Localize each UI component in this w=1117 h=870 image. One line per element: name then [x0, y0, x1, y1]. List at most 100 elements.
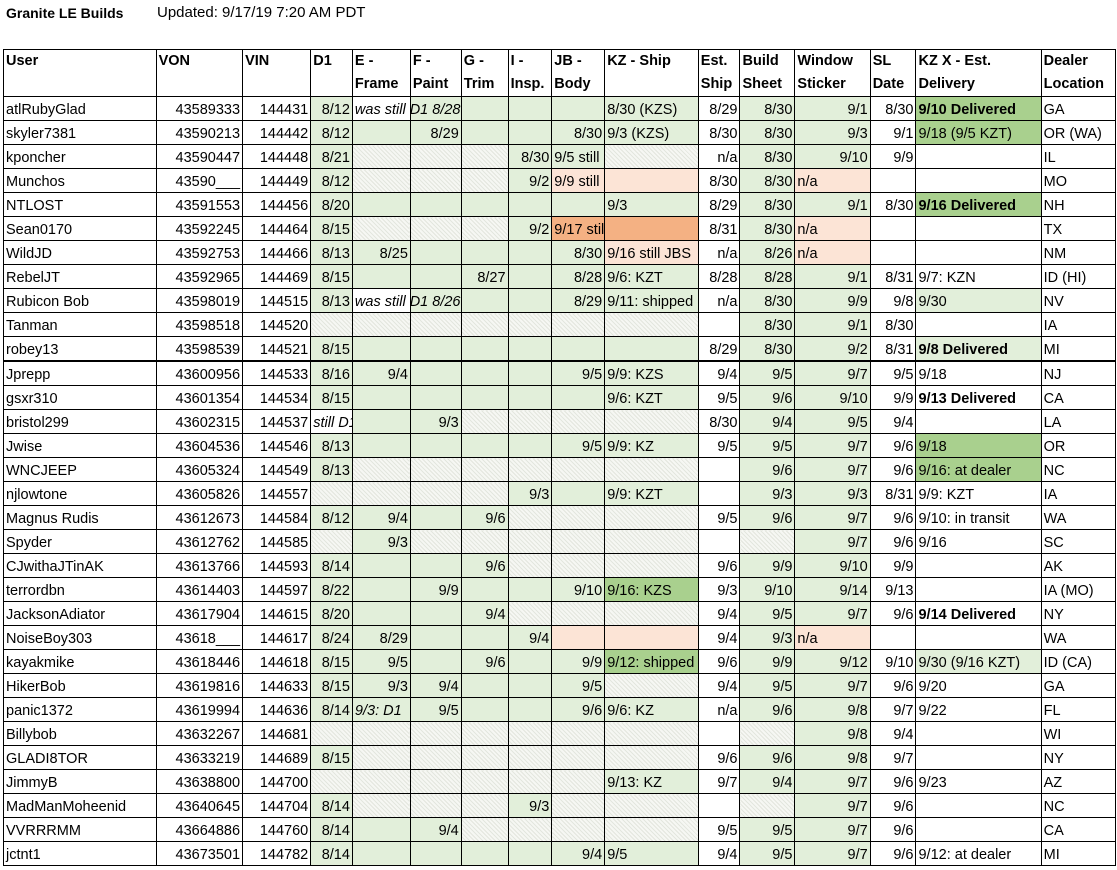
cell-sl[interactable]: [869, 625, 917, 650]
cell-insp[interactable]: [507, 264, 553, 289]
cell-vin[interactable]: 144593: [242, 553, 312, 578]
cell-sheet[interactable]: 9/5: [739, 841, 796, 866]
cell-sticker[interactable]: 9/5: [794, 409, 871, 434]
cell-loc[interactable]: IA: [1040, 312, 1117, 337]
cell-kzx[interactable]: 9/10: in transit: [915, 505, 1042, 530]
cell-sticker[interactable]: 9/9: [794, 288, 871, 313]
cell-est[interactable]: n/a: [697, 288, 741, 313]
cell-ship[interactable]: 9/13: KZ: [604, 769, 699, 794]
cell-d1[interactable]: 8/20: [310, 192, 353, 217]
cell-loc[interactable]: AZ: [1040, 769, 1117, 794]
cell-sheet[interactable]: 9/9: [739, 649, 796, 674]
cell-sheet[interactable]: 8/30: [739, 216, 796, 241]
cell-von[interactable]: 43592965: [155, 264, 244, 289]
cell-body[interactable]: [551, 625, 606, 650]
cell-sticker[interactable]: n/a: [794, 216, 871, 241]
cell-loc[interactable]: WA: [1040, 625, 1117, 650]
cell-frame[interactable]: 9/4: [351, 505, 411, 530]
cell-d1[interactable]: 8/15: [310, 745, 353, 770]
cell-sl[interactable]: 9/7: [869, 697, 917, 722]
column-header-vin[interactable]: VIN: [242, 49, 312, 97]
cell-frame[interactable]: [351, 385, 411, 410]
cell-est[interactable]: 9/5: [697, 817, 741, 842]
cell-ship[interactable]: 9/6: KZT: [604, 385, 699, 410]
cell-ship[interactable]: [604, 793, 699, 818]
cell-vin[interactable]: 144537: [242, 409, 312, 434]
cell-user[interactable]: gsxr310: [3, 385, 157, 410]
cell-insp[interactable]: [507, 192, 553, 217]
cell-sl[interactable]: 9/6: [869, 601, 917, 626]
cell-vin[interactable]: 144449: [242, 168, 312, 193]
cell-insp[interactable]: [507, 649, 553, 674]
cell-insp[interactable]: [507, 745, 553, 770]
cell-frame[interactable]: [351, 457, 411, 482]
cell-insp[interactable]: [507, 769, 553, 794]
cell-user[interactable]: MadManMoheenid: [3, 793, 157, 818]
cell-est[interactable]: [697, 481, 741, 506]
cell-vin[interactable]: 144689: [242, 745, 312, 770]
cell-sticker[interactable]: 9/10: [794, 144, 871, 169]
cell-sheet[interactable]: 9/3: [739, 625, 796, 650]
cell-von[interactable]: 43590___: [155, 168, 244, 193]
cell-vin[interactable]: 144549: [242, 457, 312, 482]
cell-ship[interactable]: [604, 168, 699, 193]
cell-sticker[interactable]: 9/7: [794, 529, 871, 554]
cell-sl[interactable]: 9/1: [869, 120, 917, 145]
cell-sl[interactable]: 9/9: [869, 385, 917, 410]
cell-d1[interactable]: 8/13: [310, 288, 353, 313]
cell-trim[interactable]: [460, 168, 509, 193]
cell-insp[interactable]: [507, 697, 553, 722]
cell-loc[interactable]: ID (HI): [1040, 264, 1117, 289]
cell-trim[interactable]: [460, 144, 509, 169]
cell-von[interactable]: 43638800: [155, 769, 244, 794]
cell-von[interactable]: 43673501: [155, 841, 244, 866]
cell-user[interactable]: NTLOST: [3, 192, 157, 217]
cell-user[interactable]: terrordbn: [3, 577, 157, 602]
cell-user[interactable]: CJwithaJTinAK: [3, 553, 157, 578]
cell-ship[interactable]: 9/5: [604, 841, 699, 866]
cell-insp[interactable]: [507, 577, 553, 602]
cell-user[interactable]: WNCJEEP: [3, 457, 157, 482]
column-header-body[interactable]: JB - Body: [551, 49, 606, 97]
cell-kzx[interactable]: [915, 409, 1042, 434]
cell-insp[interactable]: [507, 841, 553, 866]
cell-vin[interactable]: 144636: [242, 697, 312, 722]
cell-d1[interactable]: 8/14: [310, 793, 353, 818]
cell-loc[interactable]: ID (CA): [1040, 649, 1117, 674]
cell-vin[interactable]: 144431: [242, 96, 312, 121]
cell-kzx[interactable]: [915, 577, 1042, 602]
cell-paint[interactable]: [409, 144, 462, 169]
cell-user[interactable]: VVRRRMM: [3, 817, 157, 842]
cell-vin[interactable]: 144456: [242, 192, 312, 217]
cell-insp[interactable]: [507, 673, 553, 698]
cell-loc[interactable]: GA: [1040, 673, 1117, 698]
cell-user[interactable]: JimmyB: [3, 769, 157, 794]
cell-kzx[interactable]: 9/12: at dealer: [915, 841, 1042, 866]
cell-sl[interactable]: 9/8: [869, 288, 917, 313]
cell-body[interactable]: [551, 457, 606, 482]
cell-sl[interactable]: 9/6: [869, 529, 917, 554]
cell-user[interactable]: kponcher: [3, 144, 157, 169]
cell-user[interactable]: skyler7381: [3, 120, 157, 145]
cell-d1[interactable]: [310, 481, 353, 506]
cell-ship[interactable]: [604, 745, 699, 770]
cell-d1[interactable]: still D1 8/30: [310, 409, 353, 434]
cell-loc[interactable]: NV: [1040, 288, 1117, 313]
cell-body[interactable]: [551, 385, 606, 410]
cell-sticker[interactable]: 9/7: [794, 601, 871, 626]
cell-sl[interactable]: 8/30: [869, 312, 917, 337]
column-header-est[interactable]: Est. Ship: [697, 49, 741, 97]
cell-sticker[interactable]: 9/10: [794, 385, 871, 410]
cell-sl[interactable]: [869, 240, 917, 265]
cell-sheet[interactable]: 8/30: [739, 168, 796, 193]
cell-von[interactable]: 43612762: [155, 529, 244, 554]
cell-frame[interactable]: [351, 144, 411, 169]
cell-body[interactable]: [551, 721, 606, 746]
cell-frame[interactable]: 8/29: [351, 625, 411, 650]
cell-ship[interactable]: [604, 721, 699, 746]
cell-est[interactable]: 8/30: [697, 120, 741, 145]
cell-insp[interactable]: [507, 601, 553, 626]
cell-kzx[interactable]: 9/7: KZN: [915, 264, 1042, 289]
cell-user[interactable]: njlowtone: [3, 481, 157, 506]
cell-paint[interactable]: [409, 601, 462, 626]
